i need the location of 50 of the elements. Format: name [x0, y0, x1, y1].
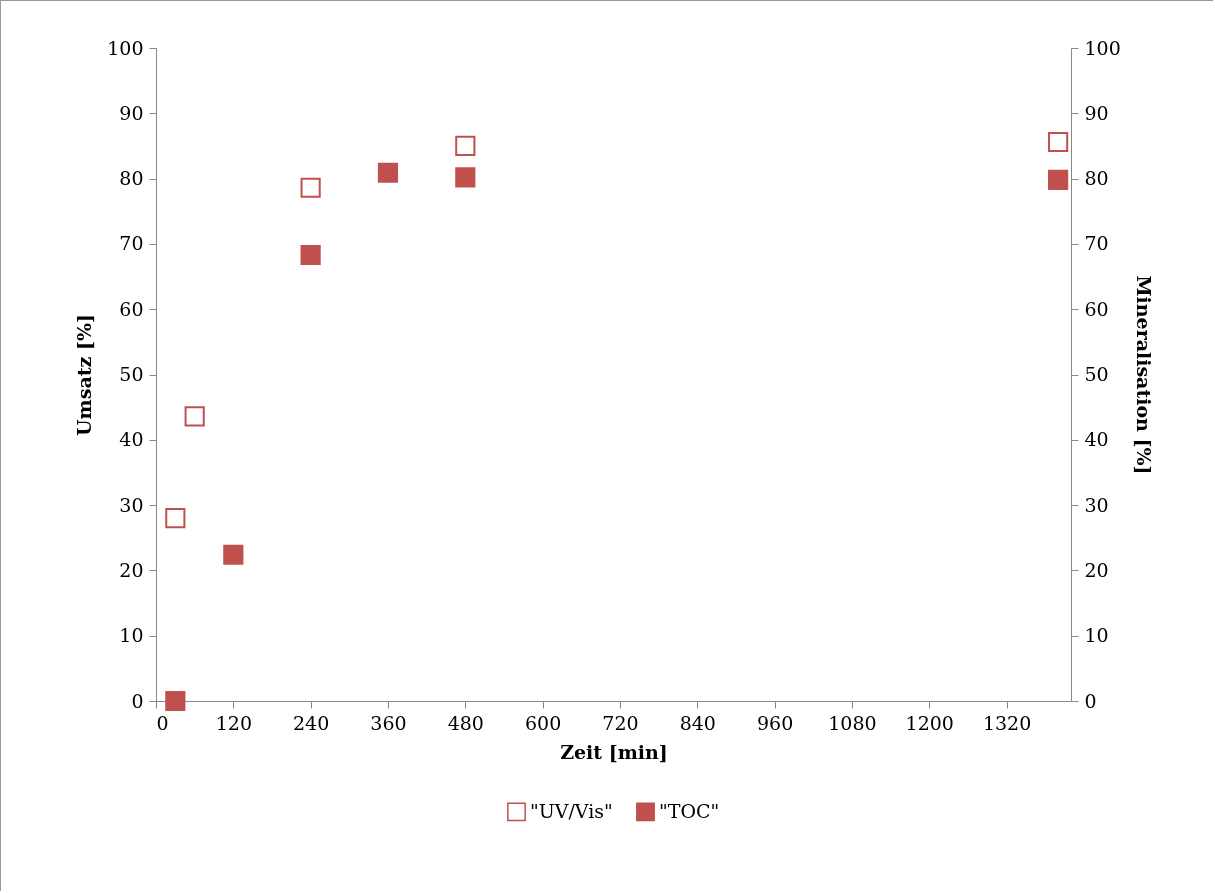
y2-tick-label: 80: [1084, 167, 1109, 190]
y-tick-label: 20: [119, 558, 144, 581]
y2-tick-label: 100: [1084, 36, 1121, 59]
y2-tick-label: 40: [1084, 428, 1109, 451]
y2-tick-label: 20: [1084, 558, 1109, 581]
x-tick-label: 720: [602, 711, 639, 734]
point: [300, 244, 321, 266]
y2-tick-label: 0: [1084, 689, 1097, 712]
point: [377, 162, 399, 183]
y2-tick-label: 90: [1084, 101, 1109, 124]
point: [1048, 131, 1069, 153]
x-tick-label: 0: [156, 711, 169, 734]
y2-tick-label: 50: [1084, 363, 1109, 385]
y2-tick-label: 60: [1084, 297, 1109, 320]
x-tick-label: 360: [370, 711, 407, 734]
x-tick-label: 600: [524, 711, 562, 734]
point: [455, 135, 476, 157]
x-tick-label: 240: [293, 711, 330, 734]
legend-label: "UV/Vis": [530, 799, 613, 822]
x-axis-title: Zeit [min]: [560, 740, 668, 763]
y-tick-label: 10: [119, 624, 144, 647]
x-tick-label: 1320: [982, 711, 1032, 734]
x-tick-label: 1080: [828, 711, 877, 734]
y-tick-label: 60: [119, 297, 144, 320]
y-tick-label: 90: [119, 101, 144, 124]
x-tick-label: 480: [447, 711, 484, 734]
y-tick-label: 30: [119, 493, 144, 516]
x-tick-label: 1200: [905, 711, 954, 734]
y2-tick-label: 10: [1084, 624, 1109, 647]
x-tick-label: 960: [756, 711, 794, 734]
point: [300, 177, 321, 198]
point: [184, 406, 205, 427]
legend-label: "TOC": [659, 799, 720, 822]
y2-axis-title: Mineralisation [%]: [1132, 275, 1155, 475]
y-tick-label: 40: [119, 428, 144, 451]
point: [1048, 169, 1069, 190]
point: [223, 544, 244, 565]
x-tick-label: 120: [215, 711, 252, 734]
point: [165, 690, 186, 712]
y2-tick-label: 70: [1084, 232, 1109, 255]
point: [455, 167, 476, 188]
y-tick-label: 0: [131, 689, 144, 712]
y2-tick-label: 30: [1084, 493, 1109, 516]
y-tick-label: 80: [119, 167, 144, 190]
y-tick-label: 70: [119, 232, 144, 255]
point: [165, 508, 186, 529]
y-axis-title: Umsatz [%]: [73, 314, 96, 436]
x-tick-label: 840: [679, 711, 716, 734]
y-tick-label: 100: [107, 36, 144, 59]
y-tick-label: 50: [119, 363, 144, 385]
